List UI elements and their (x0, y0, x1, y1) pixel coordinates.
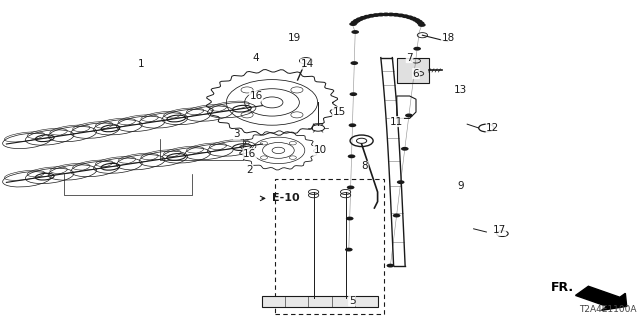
Circle shape (415, 20, 422, 23)
Circle shape (409, 80, 417, 84)
Bar (262, 296, 378, 307)
Text: E-10: E-10 (272, 193, 300, 204)
Circle shape (418, 23, 426, 27)
Text: 8: 8 (362, 161, 368, 172)
Circle shape (409, 17, 417, 20)
Text: 9: 9 (458, 180, 464, 191)
Circle shape (353, 19, 361, 23)
Circle shape (367, 14, 375, 18)
Circle shape (393, 214, 401, 218)
Circle shape (349, 22, 357, 26)
Text: 18: 18 (442, 33, 454, 44)
Circle shape (364, 15, 371, 19)
Circle shape (382, 12, 390, 16)
Circle shape (397, 180, 404, 184)
Text: 11: 11 (390, 116, 403, 127)
Circle shape (406, 15, 413, 19)
Text: 7: 7 (406, 52, 413, 63)
Text: FR.: FR. (550, 281, 573, 293)
Circle shape (397, 13, 404, 17)
Circle shape (412, 18, 420, 22)
Circle shape (377, 13, 385, 17)
Circle shape (346, 217, 353, 220)
Circle shape (359, 16, 367, 20)
Text: 12: 12 (486, 123, 499, 133)
Circle shape (417, 21, 424, 25)
Text: 19: 19 (288, 33, 301, 44)
Circle shape (349, 123, 356, 127)
Text: 16: 16 (243, 148, 256, 159)
Bar (397, 58, 429, 83)
Circle shape (349, 92, 357, 96)
Circle shape (387, 264, 394, 268)
Text: 5: 5 (349, 296, 355, 306)
Text: 4: 4 (253, 52, 259, 63)
Circle shape (372, 13, 380, 17)
Polygon shape (575, 286, 627, 310)
Circle shape (356, 17, 364, 21)
Circle shape (351, 30, 359, 34)
Text: 13: 13 (454, 84, 467, 95)
Text: 3: 3 (234, 129, 240, 140)
Circle shape (345, 248, 353, 252)
Circle shape (405, 114, 413, 117)
Text: 16: 16 (250, 91, 262, 101)
Circle shape (401, 147, 409, 151)
Text: T2A4E1100A: T2A4E1100A (579, 305, 637, 314)
Text: 14: 14 (301, 59, 314, 69)
Text: 1: 1 (138, 59, 144, 69)
Circle shape (401, 14, 409, 18)
Circle shape (387, 12, 395, 16)
Circle shape (351, 61, 358, 65)
Text: 10: 10 (314, 145, 326, 156)
Text: 15: 15 (333, 107, 346, 117)
Circle shape (413, 47, 421, 51)
Text: 2: 2 (246, 164, 253, 175)
Text: 6: 6 (413, 68, 419, 79)
Text: 17: 17 (493, 225, 506, 236)
Circle shape (347, 186, 355, 189)
Circle shape (351, 20, 358, 24)
Circle shape (392, 13, 400, 17)
Circle shape (348, 155, 355, 158)
